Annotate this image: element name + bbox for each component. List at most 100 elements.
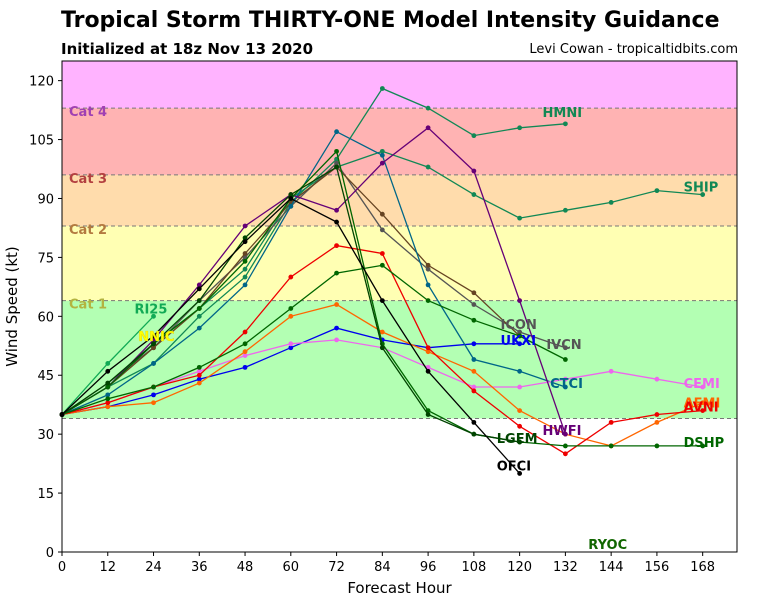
data-point	[471, 133, 477, 139]
data-point	[334, 164, 339, 170]
data-point	[425, 349, 431, 355]
data-point	[562, 357, 568, 362]
data-point	[700, 384, 706, 390]
data-point	[242, 364, 248, 370]
x-tick-label: 108	[461, 560, 486, 575]
series-label-ctci: CTCI	[550, 377, 583, 392]
plot-frame	[61, 60, 738, 553]
data-point	[517, 408, 523, 413]
data-point	[471, 419, 477, 425]
data-point	[242, 329, 248, 335]
chart-title: Tropical Storm THIRTY-ONE Model Intensit…	[61, 8, 720, 33]
data-point	[517, 384, 523, 390]
x-tick-label: 144	[599, 560, 624, 575]
series-label-cemi: CEMI	[684, 377, 720, 392]
data-point	[471, 168, 477, 174]
data-point	[288, 345, 294, 351]
x-tick-label: 120	[507, 560, 532, 575]
data-point	[334, 148, 339, 154]
data-point	[196, 298, 202, 304]
series-label-ryoc: RYOC	[588, 538, 627, 553]
y-tick-label: 75	[37, 251, 54, 266]
x-tick-label: 96	[420, 560, 437, 575]
data-point	[242, 255, 248, 260]
y-axis-label: Wind Speed (kt)	[3, 246, 21, 367]
data-point	[654, 443, 660, 449]
data-point	[288, 192, 294, 197]
x-tick-label: 0	[58, 560, 66, 575]
band-3	[62, 108, 737, 175]
data-point	[334, 337, 339, 343]
data-point	[196, 325, 202, 331]
band-0	[62, 300, 737, 419]
data-point	[379, 152, 385, 158]
data-point	[379, 227, 385, 233]
data-point	[517, 333, 523, 339]
data-point	[562, 451, 568, 457]
data-point	[471, 431, 477, 437]
y-tick-label: 60	[37, 310, 54, 325]
data-point	[471, 192, 477, 197]
data-point	[379, 86, 385, 91]
data-point	[334, 207, 339, 213]
x-axis-label: Forecast Hour	[347, 579, 452, 597]
data-point	[105, 380, 111, 386]
data-point	[334, 325, 339, 331]
series-line-12	[61, 126, 567, 435]
data-point	[242, 223, 248, 229]
x-tick-label: 132	[553, 560, 578, 575]
data-point	[334, 243, 339, 249]
data-point	[425, 164, 431, 170]
x-tick-label: 84	[374, 560, 391, 575]
data-point	[471, 341, 477, 347]
data-point	[562, 376, 568, 382]
data-point	[105, 368, 111, 374]
y-tick-label: 45	[37, 369, 54, 384]
data-point	[151, 400, 156, 406]
band-2	[62, 174, 737, 226]
x-tick-label: 60	[283, 560, 300, 575]
data-point	[517, 423, 523, 429]
data-point	[425, 266, 431, 272]
data-point	[379, 329, 385, 335]
data-point	[700, 400, 706, 406]
data-point	[242, 349, 248, 355]
series-label-avni: AVNI	[684, 401, 719, 416]
x-tick-label: 156	[645, 560, 670, 575]
data-point	[242, 258, 248, 264]
data-point	[471, 388, 477, 394]
chart-subtitle: Initialized at 18z Nov 13 2020	[61, 40, 314, 58]
data-point	[654, 412, 660, 417]
data-point	[517, 329, 523, 335]
data-point	[379, 160, 385, 166]
data-point	[379, 251, 385, 256]
data-point	[471, 290, 477, 296]
data-point	[196, 306, 202, 311]
data-point	[242, 251, 248, 256]
data-point	[151, 392, 156, 398]
data-point	[700, 408, 706, 413]
data-point	[151, 333, 156, 339]
band-label: Cat 3	[69, 172, 107, 187]
data-point	[334, 270, 339, 276]
data-point	[196, 364, 202, 370]
y-tick-label: 0	[46, 546, 54, 561]
data-point	[151, 341, 156, 347]
y-tick-label: 30	[37, 428, 54, 443]
data-point	[196, 282, 202, 288]
data-point	[242, 341, 248, 347]
x-tick-label: 48	[237, 560, 254, 575]
data-point	[242, 239, 248, 245]
data-point	[242, 282, 248, 288]
data-point	[425, 282, 431, 288]
series-label-ofci: OFCI	[497, 460, 531, 475]
data-point	[288, 306, 294, 311]
data-point	[654, 419, 660, 425]
data-point	[288, 313, 294, 319]
data-point	[562, 431, 568, 437]
data-point	[288, 341, 294, 347]
data-point	[105, 396, 111, 402]
data-point	[425, 345, 431, 351]
data-point	[517, 215, 523, 221]
